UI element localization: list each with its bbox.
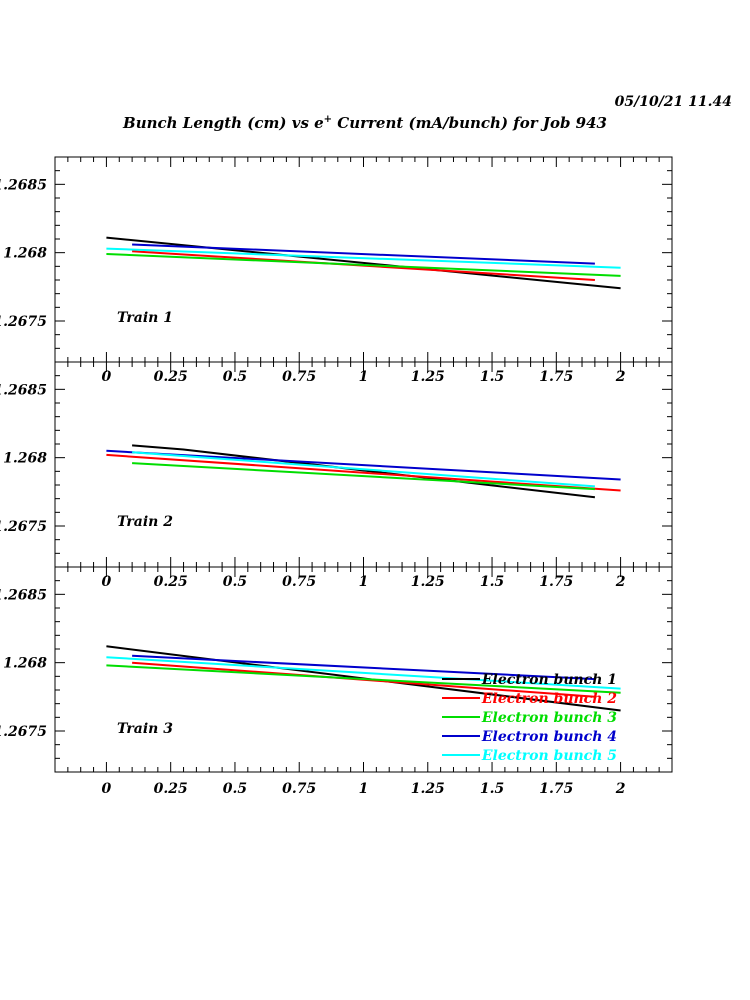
x-tick-label: 1 <box>359 574 369 590</box>
legend-label: Electron bunch 3 <box>481 710 617 726</box>
y-tick-label: 1.2675 <box>0 519 47 535</box>
series-line-electron-bunch-1 <box>132 444 596 499</box>
x-tick-label: 0.75 <box>282 781 316 797</box>
title-main: Bunch Length (cm) vs e <box>123 114 324 132</box>
panel-label: Train 2 <box>117 514 173 530</box>
y-tick-label: 1.2685 <box>0 587 47 603</box>
legend-label: Electron bunch 5 <box>481 748 617 764</box>
title-superscript: + <box>323 114 333 125</box>
series-line-electron-bunch-4 <box>106 449 621 481</box>
x-tick-label: 0 <box>102 574 112 590</box>
series-line-electron-bunch-3 <box>106 253 621 277</box>
x-tick-label: 1.5 <box>480 574 504 590</box>
x-tick-label: 0.75 <box>282 574 316 590</box>
x-tick-label: 0.5 <box>223 781 247 797</box>
y-tick-label: 1.268 <box>3 246 47 262</box>
title-rest: Current (mA/bunch) for Job 943 <box>332 114 607 132</box>
y-tick-label: 1.268 <box>3 451 47 467</box>
x-tick-label: 0.25 <box>154 574 188 590</box>
panel-frame <box>54 156 673 363</box>
x-tick-label: 1 <box>359 781 369 797</box>
x-tick-label: 0.5 <box>223 574 247 590</box>
series-line-electron-bunch-4 <box>132 654 595 681</box>
panel-label: Train 1 <box>117 310 173 326</box>
x-tick-label: 1.5 <box>480 369 504 385</box>
y-tick-label: 1.268 <box>3 656 47 672</box>
x-tick-label: 2 <box>615 369 626 385</box>
x-tick-label: 1.75 <box>539 574 573 590</box>
series-line-electron-bunch-4 <box>132 243 595 265</box>
x-tick-label: 1.75 <box>539 369 573 385</box>
y-tick-label: 1.2675 <box>0 724 47 740</box>
series-line-electron-bunch-2 <box>106 453 621 492</box>
chart-title: Bunch Length (cm) vs e+ Current (mA/bunc… <box>100 114 630 132</box>
y-tick-label: 1.2685 <box>0 382 47 398</box>
x-tick-label: 1 <box>359 369 369 385</box>
panel-label: Train 3 <box>117 721 173 737</box>
y-tick-label: 1.2675 <box>0 314 47 330</box>
x-tick-label: 1.5 <box>480 781 504 797</box>
x-tick-label: 2 <box>615 781 626 797</box>
x-tick-label: 1.75 <box>539 781 573 797</box>
x-tick-label: 0 <box>102 781 112 797</box>
series-line-electron-bunch-3 <box>132 462 595 491</box>
series-line-electron-bunch-3 <box>106 664 621 694</box>
x-tick-label: 1.25 <box>411 574 445 590</box>
x-tick-label: 1.25 <box>411 369 445 385</box>
x-tick-label: 0 <box>102 369 112 385</box>
series-line-electron-bunch-5 <box>106 247 621 269</box>
x-tick-label: 0.25 <box>154 369 188 385</box>
x-tick-label: 0.25 <box>154 781 188 797</box>
series-line-electron-bunch-5 <box>132 451 595 488</box>
x-tick-label: 0.75 <box>282 369 316 385</box>
timestamp: 05/10/21 11.44 <box>614 94 732 110</box>
series-line-electron-bunch-1 <box>106 236 621 290</box>
series-line-electron-bunch-5 <box>106 656 621 690</box>
x-tick-label: 1.25 <box>411 781 445 797</box>
legend-label: Electron bunch 1 <box>481 672 617 688</box>
x-tick-label: 0.5 <box>223 369 247 385</box>
legend-label: Electron bunch 2 <box>481 691 617 707</box>
x-tick-label: 2 <box>615 574 626 590</box>
y-tick-label: 1.2685 <box>0 177 47 193</box>
legend-label: Electron bunch 4 <box>481 729 617 745</box>
